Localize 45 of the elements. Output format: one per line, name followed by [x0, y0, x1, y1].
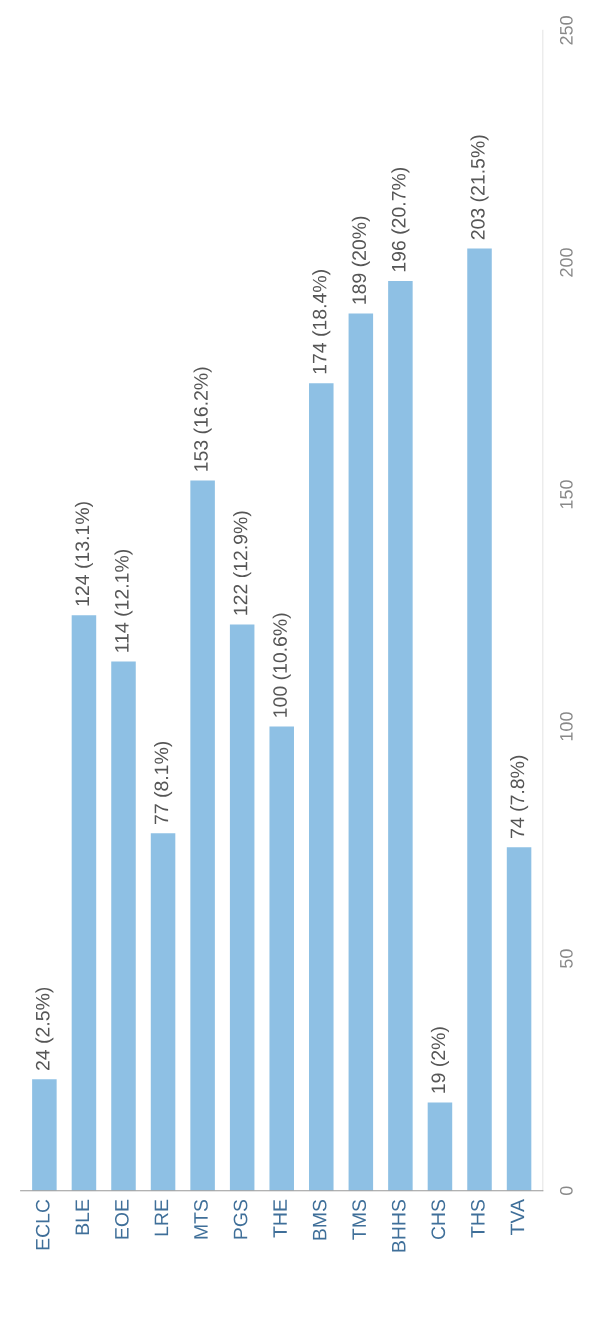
- data-label: 189 (20%): [351, 216, 370, 304]
- y-tick-label: 0: [559, 1186, 573, 1196]
- x-tick-label: MTS: [194, 1199, 208, 1239]
- x-tick-label: ECLC: [35, 1199, 50, 1250]
- bar: [348, 313, 374, 1191]
- x-tick-label: TMS: [352, 1199, 367, 1240]
- y-tick-label: 50: [559, 949, 573, 968]
- data-label: 124 (13.1%): [74, 502, 93, 606]
- x-tick-label: THE: [273, 1199, 287, 1238]
- bar: [388, 281, 413, 1191]
- x-tick-label: EOE: [114, 1199, 129, 1239]
- data-label: 77 (8.1%): [153, 741, 173, 825]
- bar: [309, 383, 334, 1191]
- data-label: 203 (21.5%): [470, 135, 489, 240]
- bar: [506, 847, 532, 1191]
- bar: [32, 1079, 57, 1191]
- x-tick-label: CHS: [431, 1199, 446, 1240]
- bar: [269, 726, 294, 1191]
- bar: [150, 833, 176, 1191]
- x-tick-label: TVA: [510, 1199, 525, 1235]
- bar: [71, 615, 97, 1191]
- x-tick-label: BHHS: [391, 1199, 406, 1252]
- y-tick-label: 250: [559, 16, 573, 45]
- x-tick-label: BLE: [75, 1199, 89, 1235]
- data-label: 174 (18.4%): [312, 270, 331, 374]
- data-label: 100 (10.6%): [272, 613, 291, 717]
- data-label: 122 (12.9%): [233, 511, 252, 615]
- y-tick-label: 150: [559, 480, 573, 509]
- data-label: 19 (2%): [430, 1027, 450, 1093]
- data-label: 196 (20.7%): [391, 167, 410, 272]
- x-tick-label: PGS: [233, 1199, 248, 1239]
- data-label: 114 (12.1%): [114, 550, 133, 652]
- bar: [190, 480, 215, 1191]
- bar: [111, 661, 136, 1191]
- data-label: 74 (7.8%): [510, 755, 529, 838]
- bar: [427, 1102, 453, 1191]
- x-tick-label: BMS: [312, 1199, 327, 1240]
- y-tick-label: 100: [559, 712, 573, 741]
- y-tick-label: 200: [559, 248, 573, 277]
- bar: [467, 248, 492, 1191]
- x-tick-label: LRE: [154, 1199, 169, 1236]
- data-label: 153 (16.2%): [193, 367, 212, 471]
- x-tick-label: THS: [470, 1199, 485, 1238]
- bar: [229, 624, 255, 1191]
- data-label: 24 (2.5%): [35, 987, 54, 1070]
